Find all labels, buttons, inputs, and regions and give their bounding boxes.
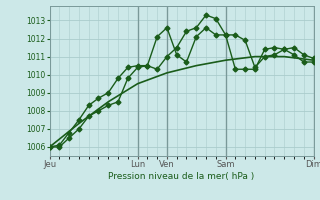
X-axis label: Pression niveau de la mer( hPa ): Pression niveau de la mer( hPa ) bbox=[108, 172, 255, 181]
